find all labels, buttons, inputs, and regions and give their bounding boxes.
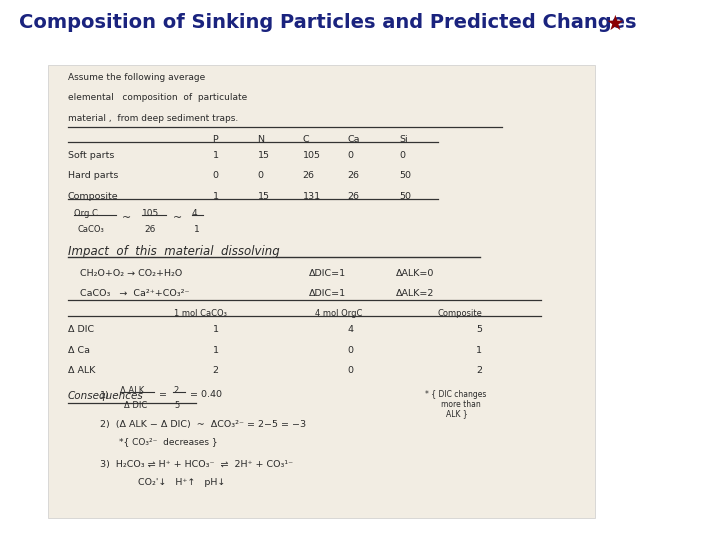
Text: Hard parts: Hard parts [68, 171, 118, 180]
Text: 15: 15 [258, 151, 269, 160]
Text: P: P [212, 136, 218, 145]
Text: 0: 0 [212, 171, 218, 180]
Text: Δ ALK: Δ ALK [68, 366, 95, 375]
Text: * { DIC changes: * { DIC changes [425, 390, 486, 399]
Text: 26: 26 [145, 225, 156, 234]
Text: ΔDIC=1: ΔDIC=1 [309, 289, 346, 299]
Text: 105: 105 [302, 151, 320, 160]
Text: Δ DIC: Δ DIC [124, 401, 147, 410]
Text: 1: 1 [212, 192, 218, 201]
Text: 26: 26 [302, 171, 315, 180]
Text: Si: Si [399, 136, 408, 145]
Text: Δ Ca: Δ Ca [68, 346, 89, 355]
Text: Δ DIC: Δ DIC [68, 325, 94, 334]
Text: CaCO₃: CaCO₃ [77, 225, 104, 234]
Text: 0: 0 [399, 151, 405, 160]
Text: 0: 0 [258, 171, 264, 180]
Text: material ,  from deep sediment traps.: material , from deep sediment traps. [68, 114, 238, 123]
Text: 1: 1 [477, 346, 482, 355]
Text: 5: 5 [477, 325, 482, 334]
Text: 105: 105 [142, 209, 159, 218]
Text: Composition of Sinking Particles and Predicted Changes: Composition of Sinking Particles and Pre… [19, 14, 636, 32]
Text: 2: 2 [174, 386, 179, 395]
Text: 0: 0 [348, 151, 354, 160]
Text: ΔALK=2: ΔALK=2 [396, 289, 434, 299]
Text: 1 mol CaCO₃: 1 mol CaCO₃ [174, 309, 227, 318]
Text: Δ ALK: Δ ALK [120, 386, 145, 395]
Text: 0: 0 [348, 366, 354, 375]
Text: Assume the following average: Assume the following average [68, 73, 205, 82]
Text: *{ CO₃²⁻  decreases }: *{ CO₃²⁻ decreases } [119, 437, 217, 446]
Text: CH₂O+O₂ → CO₂+H₂O: CH₂O+O₂ → CO₂+H₂O [81, 269, 183, 278]
Text: 26: 26 [348, 192, 359, 201]
Text: Org C: Org C [74, 209, 98, 218]
Text: ΔDIC=1: ΔDIC=1 [309, 269, 346, 278]
Text: Consequences: Consequences [68, 391, 143, 401]
Text: 1: 1 [212, 346, 218, 355]
Text: 1: 1 [212, 151, 218, 160]
Text: 4: 4 [192, 209, 197, 218]
Text: Composite: Composite [68, 192, 118, 201]
Text: 50: 50 [399, 171, 411, 180]
Text: 4 mol OrgC: 4 mol OrgC [315, 309, 363, 318]
Text: 131: 131 [302, 192, 320, 201]
Text: 0: 0 [348, 346, 354, 355]
Text: CaCO₃   →  Ca²⁺+CO₃²⁻: CaCO₃ → Ca²⁺+CO₃²⁻ [81, 289, 190, 299]
Text: N: N [258, 136, 264, 145]
Text: 15: 15 [258, 192, 269, 201]
Text: CO₂'↓   H⁺↑   pH↓: CO₂'↓ H⁺↑ pH↓ [138, 478, 226, 487]
Text: 50: 50 [399, 192, 411, 201]
Text: 26: 26 [348, 171, 359, 180]
Text: 1: 1 [212, 325, 218, 334]
Text: elemental   composition  of  particulate: elemental composition of particulate [68, 93, 247, 103]
Text: 1): 1) [100, 391, 109, 400]
Text: Ca: Ca [348, 136, 360, 145]
Text: =: = [159, 390, 167, 400]
Text: ALK }: ALK } [446, 409, 468, 418]
Text: ~: ~ [122, 213, 131, 224]
Text: Composite: Composite [438, 309, 482, 318]
Text: 2)  (Δ ALK − Δ DIC)  ~  ΔCO₃²⁻ = 2−5 = −3: 2) (Δ ALK − Δ DIC) ~ ΔCO₃²⁻ = 2−5 = −3 [100, 420, 306, 429]
Text: C: C [302, 136, 309, 145]
Text: ★: ★ [606, 14, 624, 33]
Text: Impact  of  this  material  dissolving: Impact of this material dissolving [68, 245, 279, 258]
Text: Soft parts: Soft parts [68, 151, 114, 160]
Text: 4: 4 [348, 325, 354, 334]
Text: 5: 5 [174, 401, 180, 410]
Text: ~: ~ [173, 213, 181, 224]
FancyBboxPatch shape [48, 65, 595, 518]
Text: 2: 2 [212, 366, 218, 375]
Text: 2: 2 [477, 366, 482, 375]
Text: 3)  H₂CO₃ ⇌ H⁺ + HCO₃⁻  ⇌  2H⁺ + CO₃¹⁻: 3) H₂CO₃ ⇌ H⁺ + HCO₃⁻ ⇌ 2H⁺ + CO₃¹⁻ [100, 460, 293, 469]
Text: = 0.40: = 0.40 [190, 390, 222, 400]
Text: 1: 1 [194, 225, 199, 234]
Text: more than: more than [441, 400, 481, 409]
Text: ΔALK=0: ΔALK=0 [396, 269, 434, 278]
